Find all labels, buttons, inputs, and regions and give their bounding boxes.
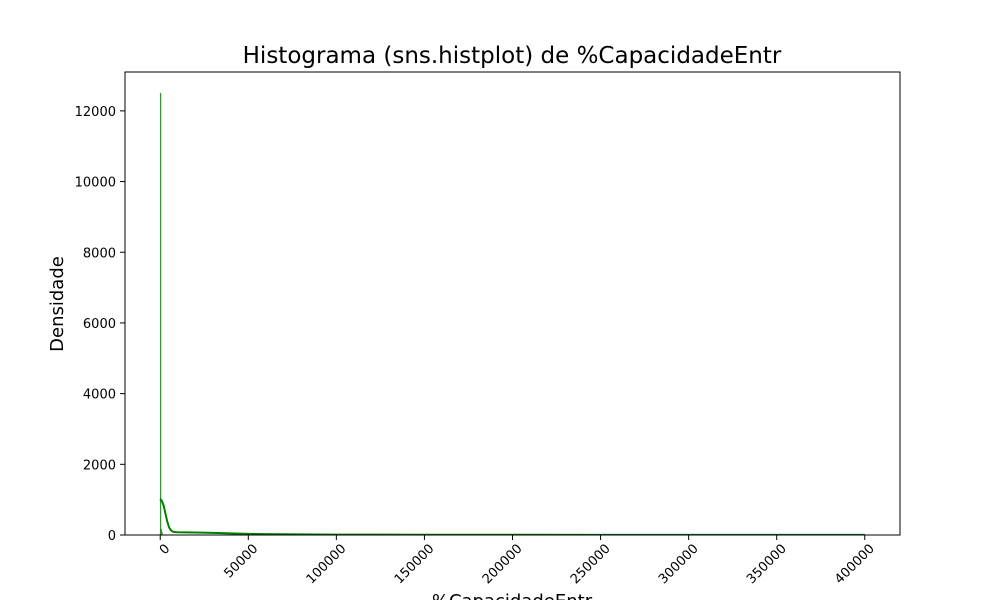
y-tick-label: 8000: [83, 246, 116, 261]
chart-title: Histograma (sns.histplot) de %Capacidade…: [243, 43, 782, 69]
x-axis-label: %CapacidadeEntr: [432, 591, 593, 600]
y-axis: 0 2000 4000 6000 8000 10000 12000: [75, 105, 125, 544]
y-tick-label: 6000: [83, 317, 116, 332]
y-tick-label: 2000: [83, 458, 116, 473]
y-tick-label: 4000: [83, 388, 116, 403]
y-axis-label: Densidade: [47, 256, 68, 352]
y-tick-label: 10000: [75, 176, 116, 191]
histogram-bar: [159, 92, 162, 535]
y-tick-label: 0: [108, 529, 116, 544]
y-tick-label: 12000: [75, 105, 116, 120]
histogram-bar: [161, 531, 163, 535]
